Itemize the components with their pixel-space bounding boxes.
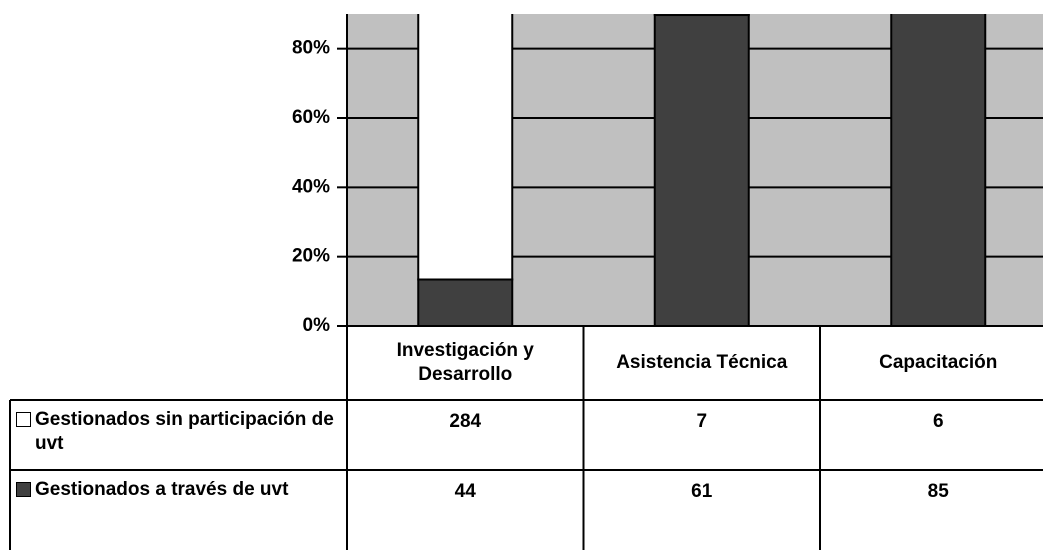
bar <box>890 14 987 326</box>
y-tick-label: 80% <box>292 38 330 59</box>
category-label: Capacitación <box>879 352 998 373</box>
category-label: Asistencia Técnica <box>616 352 788 373</box>
y-tick-label: 0% <box>303 315 331 336</box>
bar <box>891 0 985 2</box>
legend-key <box>16 482 31 497</box>
table-value: 85 <box>927 481 949 502</box>
legend-entry: Gestionados a través de uvt <box>12 470 345 540</box>
table-value: 61 <box>691 481 713 502</box>
y-tick-label: 40% <box>292 176 330 197</box>
legend-label: Gestionados sin participación de uvt <box>35 409 334 454</box>
table-value: 7 <box>696 411 708 432</box>
bar <box>653 14 750 17</box>
table-value: 44 <box>454 481 476 502</box>
legend-entry: Gestionados sin participación de uvt <box>12 400 345 470</box>
y-tick-label: 60% <box>292 107 330 128</box>
bar <box>417 14 514 281</box>
y-tick-label: 20% <box>292 246 330 267</box>
category-label: Investigación y Desarrollo <box>396 340 534 385</box>
bar <box>653 14 750 326</box>
legend-key <box>16 412 31 427</box>
table-value: 6 <box>932 411 944 432</box>
table-value: 284 <box>449 411 482 432</box>
bar <box>417 278 514 326</box>
legend-label: Gestionados a través de uvt <box>35 479 289 500</box>
plot <box>347 0 1043 326</box>
